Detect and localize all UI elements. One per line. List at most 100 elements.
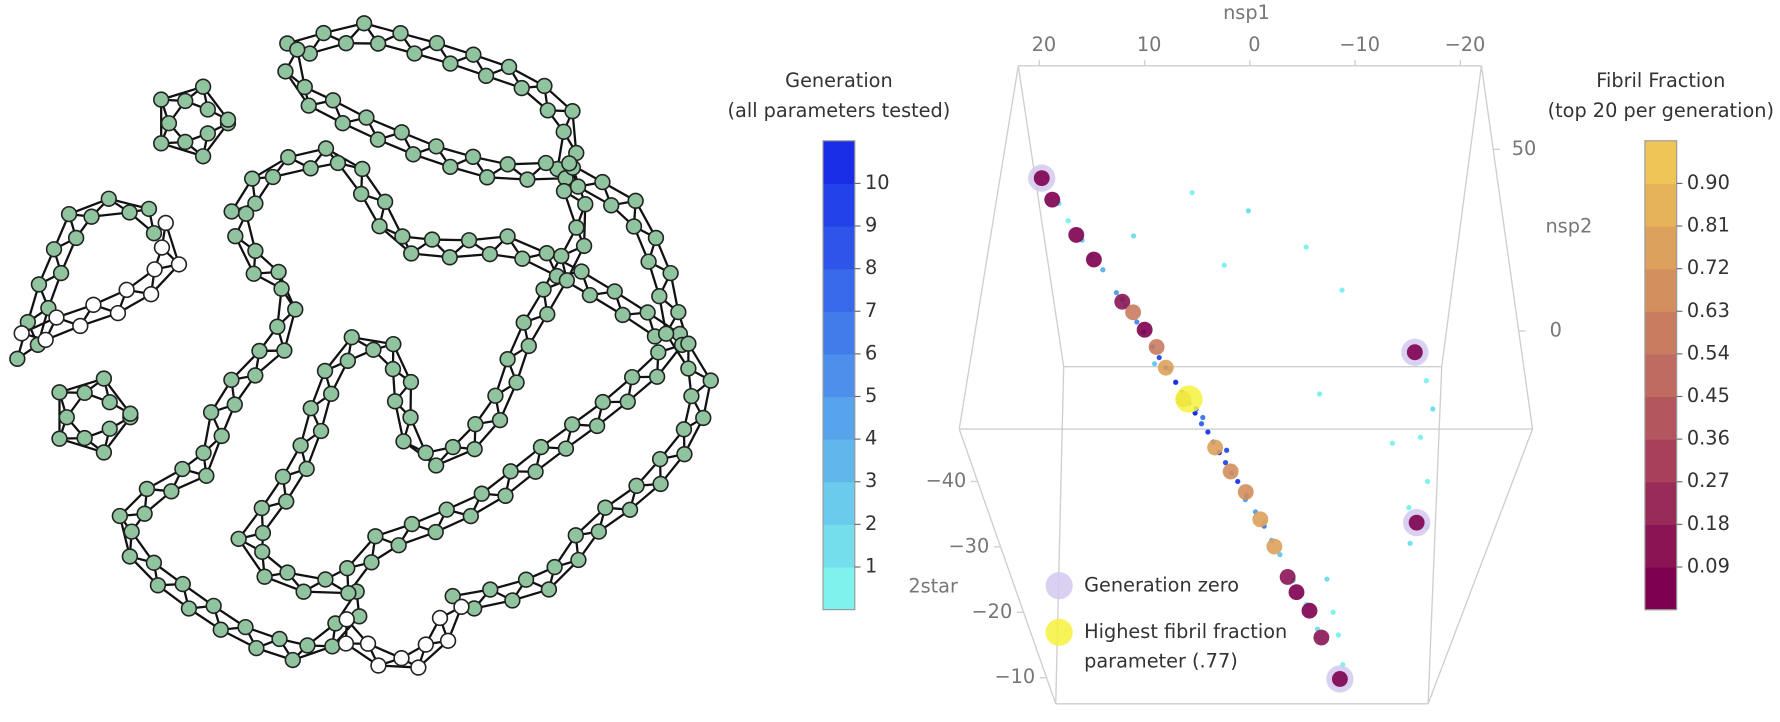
x-tick-label: 0 xyxy=(1248,33,1260,56)
y-axis-label: nsp2 xyxy=(1545,215,1592,238)
network-node xyxy=(453,598,470,616)
network-node xyxy=(403,245,420,262)
network-node xyxy=(390,537,407,554)
network-node xyxy=(563,416,581,433)
parameter-point xyxy=(1200,414,1206,421)
network-node xyxy=(289,41,306,58)
network-node xyxy=(142,286,160,303)
colorbar-band xyxy=(1644,566,1677,611)
top20-point xyxy=(1288,584,1305,601)
network-node xyxy=(502,463,519,480)
legend-label: Highest fibril fraction xyxy=(1084,620,1287,643)
parameter-point xyxy=(1065,218,1071,224)
network-node xyxy=(499,351,516,368)
network-node xyxy=(140,200,158,218)
colorbar-band xyxy=(823,396,855,440)
network-node xyxy=(680,360,697,377)
parameter-point xyxy=(1339,287,1345,293)
network-node xyxy=(652,475,669,493)
network-node xyxy=(539,306,556,323)
colorbar-band xyxy=(1644,268,1677,312)
box-edge xyxy=(958,65,1019,430)
parameter-point xyxy=(1189,190,1195,196)
z-tick-label: −40 xyxy=(926,469,967,492)
network-node xyxy=(340,584,357,602)
colorbar: Generation (all parameters tested) 1 2 3 4 5 6 7… xyxy=(728,69,951,611)
network-node xyxy=(146,261,163,278)
colorbar-band xyxy=(1644,481,1677,525)
colorbar-band xyxy=(823,311,855,355)
y-tick-label: 50 xyxy=(1512,137,1537,160)
network-node xyxy=(423,231,441,248)
network-node xyxy=(405,146,422,163)
network-node xyxy=(442,158,459,176)
parameter-point xyxy=(1277,552,1283,558)
parameter-point xyxy=(1389,440,1396,446)
colorbar-band xyxy=(823,353,855,398)
network-node xyxy=(213,427,230,445)
colorbar-band xyxy=(1644,183,1677,227)
box-edge xyxy=(1017,65,1065,367)
network-node xyxy=(323,385,340,403)
network-node xyxy=(623,368,641,386)
network-node xyxy=(123,523,140,540)
network-node xyxy=(254,524,272,542)
network-node xyxy=(273,280,290,297)
network-node xyxy=(243,170,261,187)
top20-point xyxy=(1157,359,1174,376)
network-node xyxy=(444,587,461,605)
top20-point xyxy=(1068,226,1085,243)
network-node xyxy=(270,263,287,281)
network-node xyxy=(564,103,581,120)
network-node xyxy=(500,58,518,76)
network-node xyxy=(403,515,421,533)
network-node xyxy=(499,228,516,245)
network-node xyxy=(465,46,482,63)
colorbar-frame xyxy=(1644,140,1678,611)
parameter-point xyxy=(1245,208,1251,214)
network-node xyxy=(279,564,296,581)
network-node xyxy=(567,527,584,544)
network-node xyxy=(37,331,54,349)
network-node xyxy=(153,239,171,256)
network-node xyxy=(95,370,113,387)
colorbar-band xyxy=(1644,353,1677,398)
network-node xyxy=(504,592,521,609)
network-node xyxy=(517,571,535,588)
colorbar-tick-label: 2 xyxy=(865,512,877,535)
network-node xyxy=(460,232,478,249)
network-node xyxy=(292,437,309,454)
network-node xyxy=(298,460,315,478)
network-node xyxy=(317,571,334,588)
network-node xyxy=(621,501,639,518)
top20-point xyxy=(1085,251,1102,268)
network-node xyxy=(100,190,117,207)
network-node xyxy=(300,97,317,114)
network-node xyxy=(30,276,48,293)
network-node xyxy=(312,422,330,440)
network-node xyxy=(406,45,423,62)
network-node xyxy=(85,296,102,314)
network-node xyxy=(367,528,384,545)
network-node xyxy=(369,35,387,52)
parameter-point xyxy=(1430,406,1436,412)
network-node xyxy=(72,317,89,335)
network-node xyxy=(153,91,170,108)
network-node xyxy=(138,480,156,498)
colorbar-title: (all parameters tested) xyxy=(728,99,951,122)
network-node xyxy=(226,396,243,413)
colorbar-tick-label: 5 xyxy=(865,384,877,407)
network-node xyxy=(163,483,180,500)
parameter-point xyxy=(1221,262,1227,268)
y-tick-label: 0 xyxy=(1550,319,1562,342)
network-node xyxy=(198,467,215,484)
legend-label: parameter (.77) xyxy=(1084,649,1238,672)
network-node xyxy=(296,78,313,96)
network-node xyxy=(324,92,342,109)
box-edge xyxy=(1427,366,1443,704)
colorbar-band xyxy=(1644,396,1677,440)
parameter-point xyxy=(1324,576,1330,582)
network-node xyxy=(199,125,216,142)
colorbar-tick-label: 0.63 xyxy=(1687,299,1730,322)
colorbar-tick-label: 0.81 xyxy=(1687,214,1730,237)
